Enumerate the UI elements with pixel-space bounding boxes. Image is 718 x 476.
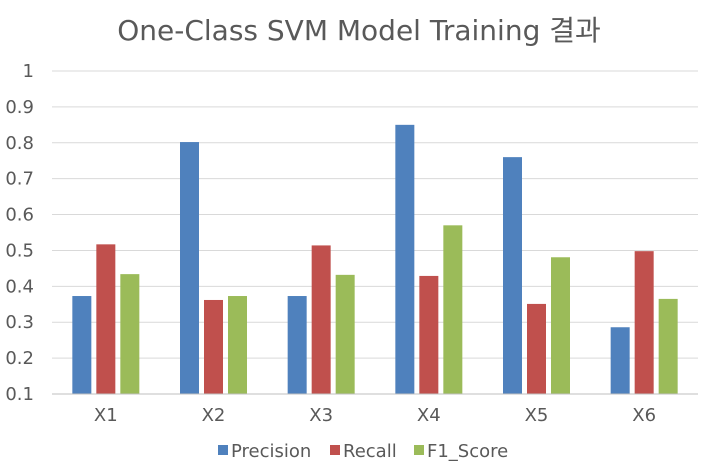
bar-f1_score-x4 xyxy=(443,225,463,394)
legend-label-precision: Precision xyxy=(231,441,311,462)
bar-precision-x1 xyxy=(72,296,92,394)
bar-recall-x5 xyxy=(527,303,546,394)
chart-title: One-Class SVM Model Training 결과 xyxy=(117,14,601,47)
y-tick-label: 0.9 xyxy=(5,97,34,118)
x-category-label: X6 xyxy=(632,405,656,426)
bar-f1_score-x2 xyxy=(228,296,247,394)
bars xyxy=(72,124,678,394)
y-tick-label: 0.1 xyxy=(5,384,34,405)
y-tick-label: 0.2 xyxy=(5,348,34,369)
bar-precision-x4 xyxy=(395,124,415,394)
x-category-label: X4 xyxy=(417,405,441,426)
x-axis-categories: X1 X2 X3 X4 X5 X6 xyxy=(94,405,656,426)
bar-precision-x3 xyxy=(287,296,307,394)
bar-recall-x3 xyxy=(311,245,331,394)
y-tick-label: 0.4 xyxy=(5,276,34,297)
bar-recall-x1 xyxy=(96,244,116,394)
x-category-label: X1 xyxy=(94,405,118,426)
x-category-label: X5 xyxy=(525,405,549,426)
bar-precision-x2 xyxy=(180,142,199,394)
y-tick-label: 0.6 xyxy=(5,205,34,226)
bar-f1_score-x6 xyxy=(658,298,678,394)
bar-f1_score-x1 xyxy=(120,274,140,394)
y-tick-label: 1 xyxy=(23,61,34,82)
y-tick-label: 0.5 xyxy=(5,240,34,261)
legend-swatch-recall xyxy=(330,445,340,455)
bar-f1_score-x5 xyxy=(551,257,570,394)
y-tick-label: 0.8 xyxy=(5,133,34,154)
y-tick-label: 0.7 xyxy=(5,169,34,190)
legend-swatch-f1_score xyxy=(414,445,424,455)
x-category-label: X3 xyxy=(309,405,333,426)
y-tick-label: 0.3 xyxy=(5,312,34,333)
legend-swatch-precision xyxy=(218,445,228,455)
gridlines xyxy=(52,70,698,359)
bar-recall-x6 xyxy=(634,251,654,394)
bar-recall-x2 xyxy=(204,299,223,394)
bar-f1_score-x3 xyxy=(335,274,355,394)
y-axis-ticks: 0.1 0.2 0.3 0.4 0.5 0.6 0.7 0.8 0.9 1 xyxy=(5,61,34,405)
legend-label-f1_score: F1_Score xyxy=(427,441,508,462)
bar-recall-x4 xyxy=(419,275,439,394)
legend-label-recall: Recall xyxy=(343,441,397,462)
bar-precision-x6 xyxy=(610,327,630,394)
x-category-label: X2 xyxy=(202,405,226,426)
legend: Precision Recall F1_Score xyxy=(218,441,508,462)
bar-precision-x5 xyxy=(503,157,522,394)
